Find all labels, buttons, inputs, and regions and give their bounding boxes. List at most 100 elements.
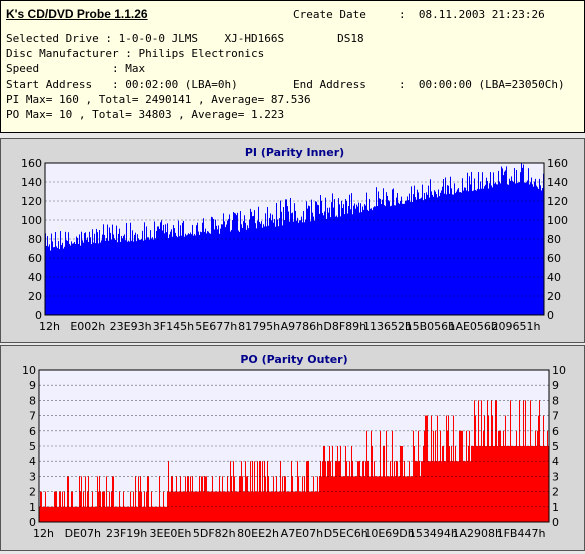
data-bar xyxy=(386,192,387,315)
data-bar xyxy=(65,231,66,315)
data-bar xyxy=(394,461,395,522)
data-bar xyxy=(47,236,48,315)
data-bar xyxy=(126,222,127,315)
data-bar xyxy=(53,247,54,315)
data-bar xyxy=(409,193,410,315)
data-bar xyxy=(486,446,487,522)
data-bar xyxy=(398,476,399,522)
data-bar xyxy=(223,213,224,315)
data-bar xyxy=(478,172,479,315)
data-bar xyxy=(501,166,502,315)
data-bar xyxy=(194,234,195,315)
data-bar xyxy=(201,232,202,315)
data-bar xyxy=(62,491,63,522)
data-bar xyxy=(326,476,327,522)
data-bar xyxy=(455,193,456,315)
data-bar xyxy=(536,185,537,315)
data-bar xyxy=(389,476,390,522)
data-bar xyxy=(66,240,67,315)
data-bar xyxy=(394,205,395,315)
x-tick-label: 23E93h xyxy=(110,320,152,333)
data-bar xyxy=(524,182,525,315)
data-bar xyxy=(401,446,402,522)
data-bar xyxy=(334,199,335,315)
y-tick-label-right: 8 xyxy=(552,394,559,407)
data-bar xyxy=(101,240,102,315)
data-bar xyxy=(198,231,199,315)
data-bar xyxy=(480,446,481,522)
data-bar xyxy=(503,175,504,315)
data-bar xyxy=(490,172,491,315)
data-bar xyxy=(510,400,511,522)
data-bar xyxy=(134,506,135,522)
data-bar xyxy=(164,233,165,315)
data-bar xyxy=(399,203,400,315)
data-bar xyxy=(400,446,401,522)
data-bar xyxy=(286,491,287,522)
data-bar xyxy=(184,236,185,315)
data-bar xyxy=(241,224,242,315)
data-bar xyxy=(334,476,335,522)
data-bar xyxy=(143,506,144,522)
data-bar xyxy=(382,199,383,315)
data-bar xyxy=(523,164,524,315)
data-bar xyxy=(133,491,134,522)
data-bar xyxy=(343,204,344,315)
data-bar xyxy=(91,506,92,522)
data-bar xyxy=(433,430,434,522)
data-bar xyxy=(289,221,290,315)
data-bar xyxy=(446,415,447,522)
data-bar xyxy=(109,227,110,315)
data-bar xyxy=(161,220,162,315)
data-bar xyxy=(427,194,428,315)
data-bar xyxy=(340,216,341,315)
data-bar xyxy=(59,249,60,315)
data-bar xyxy=(113,476,114,522)
data-bar xyxy=(211,216,212,315)
data-bar xyxy=(266,491,267,522)
data-bar xyxy=(347,476,348,522)
data-bar xyxy=(165,224,166,315)
data-bar xyxy=(388,476,389,522)
data-bar xyxy=(430,461,431,522)
data-bar xyxy=(86,506,87,522)
data-bar xyxy=(324,446,325,522)
data-bar xyxy=(201,476,202,522)
data-bar xyxy=(466,190,467,315)
data-bar xyxy=(226,491,227,522)
data-bar xyxy=(409,461,410,522)
data-bar xyxy=(114,506,115,522)
data-bar xyxy=(242,476,243,522)
data-bar xyxy=(372,446,373,522)
data-bar xyxy=(247,476,248,522)
data-bar xyxy=(533,186,534,315)
data-bar xyxy=(142,506,143,522)
y-tick-label-right: 100 xyxy=(547,214,568,227)
pi-summary: PI Max= 160 , Total= 2490141 , Average= … xyxy=(6,93,311,106)
data-bar xyxy=(480,181,481,315)
data-bar xyxy=(80,245,81,315)
data-bar xyxy=(541,190,542,315)
data-bar xyxy=(381,204,382,315)
data-bar xyxy=(397,461,398,522)
data-bar xyxy=(145,239,146,315)
data-bar xyxy=(101,506,102,522)
data-bar xyxy=(350,209,351,315)
data-bar xyxy=(333,207,334,315)
data-bar xyxy=(187,234,188,315)
data-bar xyxy=(487,181,488,315)
data-bar xyxy=(437,197,438,315)
data-bar xyxy=(221,491,222,522)
data-bar xyxy=(441,461,442,522)
data-bar xyxy=(514,168,515,315)
data-bar xyxy=(186,491,187,522)
data-bar xyxy=(66,506,67,522)
data-bar xyxy=(258,206,259,315)
data-bar xyxy=(202,222,203,315)
data-bar xyxy=(105,240,106,315)
x-tick-label: 153494h xyxy=(409,527,458,540)
data-bar xyxy=(129,241,130,315)
pi-chart: PI (Parity Inner) 0 0 20 20 40 40 60 60 80 80 100 10… xyxy=(21,146,568,333)
x-tick-label: D8F89h xyxy=(323,320,366,333)
data-bar xyxy=(130,491,131,522)
